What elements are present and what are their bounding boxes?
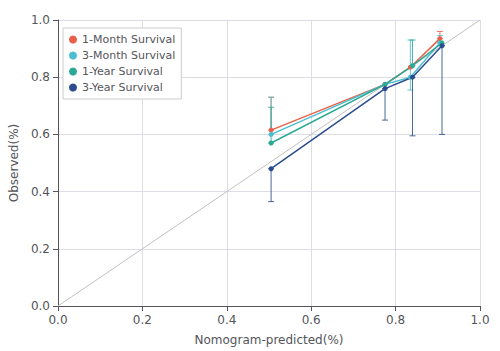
svg-text:0.8: 0.8	[386, 313, 405, 327]
svg-text:0.2: 0.2	[133, 313, 152, 327]
svg-text:0.4: 0.4	[217, 313, 236, 327]
svg-text:0.2: 0.2	[31, 242, 50, 256]
svg-text:1.0: 1.0	[470, 313, 489, 327]
svg-text:0.8: 0.8	[31, 70, 50, 84]
svg-text:3-Year Survival: 3-Year Survival	[82, 81, 163, 94]
svg-text:1.0: 1.0	[31, 13, 50, 27]
svg-text:0.6: 0.6	[31, 127, 50, 141]
svg-text:1-Year Survival: 1-Year Survival	[82, 65, 163, 78]
svg-text:3-Month Survival: 3-Month Survival	[82, 49, 175, 62]
svg-text:1-Month Survival: 1-Month Survival	[82, 33, 175, 46]
svg-text:Nomogram-predicted(%): Nomogram-predicted(%)	[195, 333, 344, 347]
svg-text:0.6: 0.6	[302, 313, 321, 327]
svg-text:Observed(%): Observed(%)	[7, 124, 21, 203]
svg-text:0.4: 0.4	[31, 185, 50, 199]
svg-text:0.0: 0.0	[48, 313, 67, 327]
svg-text:0.0: 0.0	[31, 299, 50, 313]
